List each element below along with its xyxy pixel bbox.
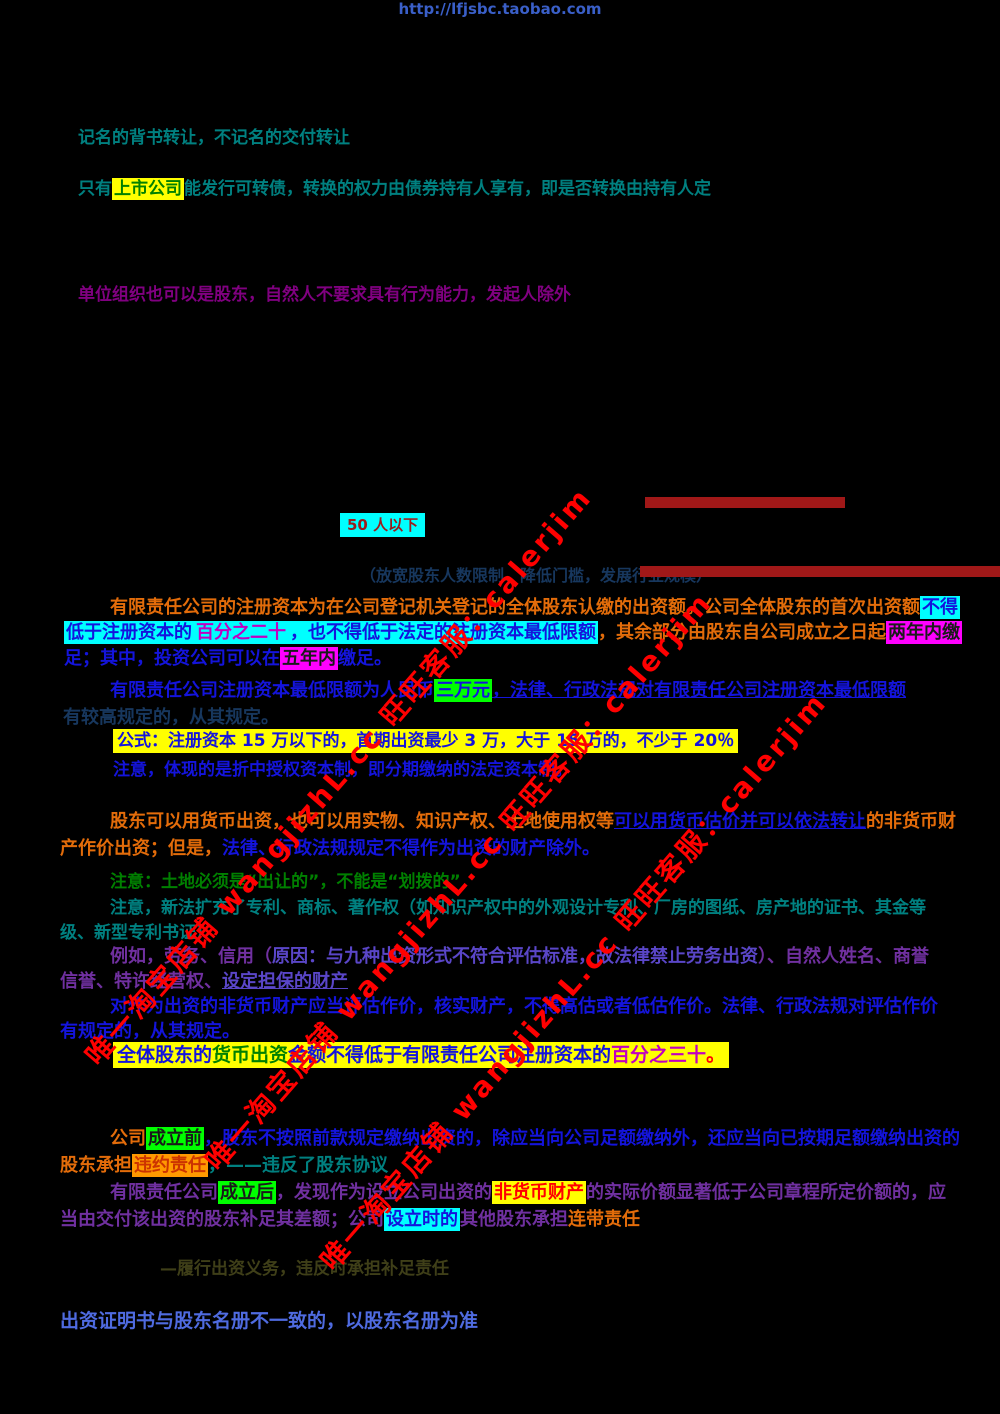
para4-l1-a: 例如，劳务、信用（ [110, 946, 272, 967]
transfer-heading: 记名的背书转让，不记名的交付转让 [78, 128, 350, 148]
para4-line3: 对作为出资的非货币财产应当评估作价，核实财产，不得高估或者低估作价。法律、行政法… [110, 996, 938, 1017]
para1-line1: 有限责任公司的注册资本为在公司登记机关登记的全体股东认缴的出资额。公司全体股东的… [110, 596, 960, 620]
five-years-highlight: 五年内 [280, 647, 338, 670]
money-period: 。 [706, 1044, 726, 1066]
para3-l2-a: 产作价出资；但是， [60, 838, 222, 859]
breach-liability-highlight: 违约责任 [132, 1154, 208, 1177]
para2-line2: 有较高规定的，从其规定。 [63, 707, 279, 728]
para3-l1-b: 可以用货币估价并可以依法转让 [614, 811, 866, 832]
thirty-percent-text: 百分之三十 [611, 1044, 707, 1066]
para1-line3: 足；其中，投资公司可以在 五年内 缴足。 [64, 647, 392, 671]
para1-l1-budé-highlight: 不得 [920, 596, 960, 619]
convertible-post-text: 能发行可转债，转换的权力由债券持有人享有，即是否转换由持有人定 [184, 179, 711, 199]
at-incorporation-highlight: 设立时的 [384, 1208, 460, 1231]
para6-l1-a: 有限责任公司 [110, 1182, 218, 1203]
limit-reason-note: （放宽股东人数限制、降低门槛，发展行业规模） [360, 566, 713, 585]
duty-note: —履行出资义务，违反时承担补足责任 [160, 1259, 449, 1279]
para1-l3-c: 缴足。 [338, 648, 392, 669]
formula-line: 公式：注册资本 15 万以下的，首期出资最少 3 万，大于 15 万的，不少于 … [113, 729, 739, 753]
limit-badge-container: 50 人以下 [340, 513, 426, 537]
convertible-bond-line: 只有 上市公司 能发行可转债，转换的权力由债券持有人享有，即是否转换由持有人定 [78, 178, 711, 200]
para4-l1-c: ）、自然人姓名、商誉 [758, 946, 929, 967]
para1-line2: 低于注册资本的 百分之二十 ，也不得低于法定的注册资本最低限额 ，其余部分由股东自公司… [64, 621, 962, 645]
para2-l1-a: 有限责任公司注册资本最低限额为人民币 [110, 680, 434, 701]
joint-liability-text: 连带责任 [568, 1209, 640, 1230]
para6-line2: 当由交付该出资的股东补足其差额；公司 设立时的 其他股东承担连带责任 [60, 1208, 640, 1232]
para5-l1-c: ，股东不按照前款规定缴纳出资的，除应当向公司足额缴纳外，还应当向已按期足额缴纳出… [204, 1128, 960, 1149]
money-c: 金额不得低于有限责任公司注册资本的 [288, 1044, 612, 1066]
para3-line2: 产作价出资；但是，法律、行政法规规定不得作为出资的财产除外。 [60, 838, 600, 861]
para5-l2-a: 股东承担 [60, 1155, 132, 1176]
watermark-stroke-bar [645, 497, 845, 508]
para1-l2-d: ，其余部分由股东自公司成立之日起 [598, 622, 886, 643]
money-rule-highlight: 全体股东的货币出资金额不得低于有限责任公司注册资本的百分之三十。 [113, 1042, 730, 1068]
taobao-url-link[interactable]: http://lfjsbc.taobao.com [398, 0, 602, 18]
para2-line1: 有限责任公司注册资本最低限额为人民币 三万元 ，法律、行政法规对有限责任公司注册资本… [110, 679, 906, 703]
capital-system-note: 注意，体现的是折中授权资本制，即分期缴纳的法定资本制。 [113, 760, 572, 780]
para4-l2-b: 设定担保的财产 [222, 971, 348, 992]
para4-l1-b: 原因：与九种出资形式不符合评估标准，故法律禁止劳务出资 [272, 946, 758, 967]
watermark-stroke-bar [640, 566, 1000, 577]
convertible-pre-text: 只有 [78, 179, 112, 199]
thirty-thousand-highlight: 三万元 [434, 679, 492, 702]
para3-l1-a: 股东可以用货币出资，也可以用实物、知识产权、土地使用权等 [110, 811, 614, 832]
para6-line1: 有限责任公司 成立后 ，发现作为设立公司出资的 非货币财产 的实际价额显著低于公司章程所… [110, 1181, 946, 1205]
register-book-note: 出资证明书与股东名册不一致的，以股东名册为准 [60, 1310, 479, 1332]
money-currency-text: 货币出资 [212, 1044, 289, 1066]
formula-text: 公式：注册资本 15 万以下的，首期出资最少 3 万，大于 15 万的，不少于 … [113, 729, 739, 753]
para4-line4: 有规定的，从其规定。 [60, 1021, 240, 1042]
non-monetary-property-highlight: 非货币财产 [492, 1181, 586, 1204]
ip-note-line1: 注意，新法扩充了专利、商标、著作权（如知识产权中的外观设计专利、厂房的图纸、房产… [110, 898, 926, 918]
twenty-percent-text: 百分之二十 [194, 621, 288, 644]
para3-l1-c: 的非货币财 [866, 811, 956, 832]
ip-note-line2: 级、新型专利书证） [60, 923, 213, 943]
fifty-people-badge: 50 人以下 [340, 513, 426, 537]
para3-line1: 股东可以用货币出资，也可以用实物、知识产权、土地使用权等可以用货币估价并可以依法… [110, 811, 956, 834]
para2-l1-c: ，法律、行政法规对有限责任公司注册资本最低限额 [492, 680, 906, 701]
land-note: 注意：土地必须是“出让的”，不能是“划拨的” [110, 872, 461, 892]
para5-line1: 公司 成立前 ，股东不按照前款规定缴纳出资的，除应当向公司足额缴纳外，还应当向已按期… [110, 1127, 960, 1151]
para5-line2: 股东承担 违约责任 ，——违反了股东协议 [60, 1154, 388, 1178]
para1-l1-text: 有限责任公司的注册资本为在公司登记机关登记的全体股东认缴的出资额。公司全体股东的… [110, 597, 920, 618]
after-establishment-highlight: 成立后 [218, 1181, 276, 1204]
para1-l2-a: 低于注册资本的 [64, 621, 194, 644]
para6-l2-c: 其他股东承担 [460, 1209, 568, 1230]
para6-l2-a: 当由交付该出资的股东补足其差额；公司 [60, 1209, 384, 1230]
money-a: 全体股东的 [117, 1044, 213, 1066]
para3-l2-b: 法律、行政法规规定不得作为出资的财产除外。 [222, 838, 600, 859]
money-rule-line: 全体股东的货币出资金额不得低于有限责任公司注册资本的百分之三十。 [113, 1042, 730, 1068]
two-years-highlight: 两年内缴 [886, 621, 962, 644]
para5-l1-a: 公司 [110, 1128, 146, 1149]
para6-l1-c: ，发现作为设立公司出资的 [276, 1182, 492, 1203]
shareholder-qualification-note: 单位组织也可以是股东，自然人不要求具有行为能力，发起人除外 [78, 285, 571, 305]
para5-l2-c: ，——违反了股东协议 [208, 1155, 388, 1176]
para4-l2-a: 信誉、特许经营权、 [60, 971, 222, 992]
para1-l2-c: ，也不得低于法定的注册资本最低限额 [288, 621, 598, 644]
para6-l1-e: 的实际价额显著低于公司章程所定价额的，应 [586, 1182, 946, 1203]
para4-line2: 信誉、特许经营权、设定担保的财产 [60, 971, 348, 994]
before-establishment-highlight: 成立前 [146, 1127, 204, 1150]
listed-company-highlight: 上市公司 [112, 178, 184, 200]
para1-l3-a: 足；其中，投资公司可以在 [64, 648, 280, 669]
para4-line1: 例如，劳务、信用（原因：与九种出资形式不符合评估标准，故法律禁止劳务出资）、自然… [110, 946, 929, 969]
